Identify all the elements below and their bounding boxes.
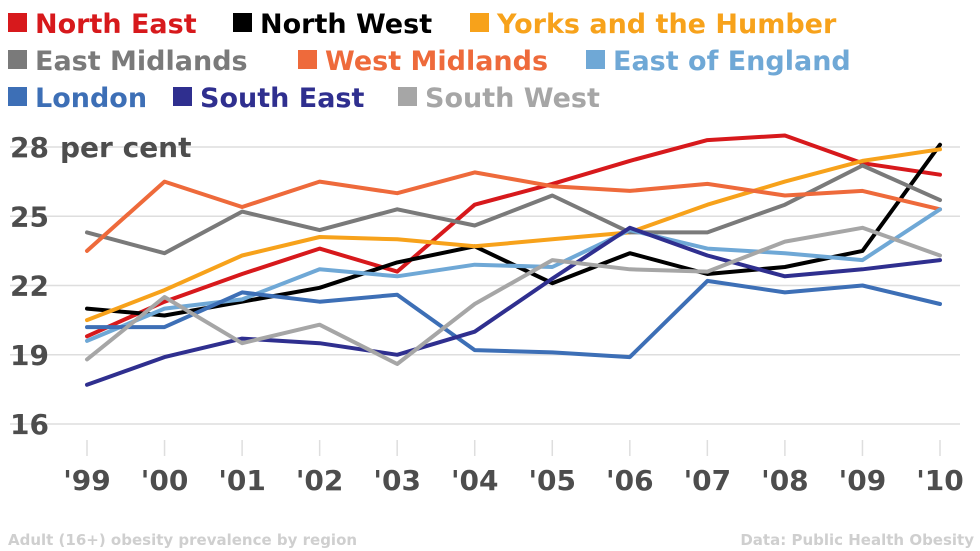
legend-label-north-east: North East	[35, 9, 197, 40]
y-axis-unit-label: per cent	[60, 131, 192, 164]
x-tick-label: '08	[761, 464, 809, 497]
series-lines	[85, 133, 942, 387]
legend-label-east-midlands: East Midlands	[35, 46, 248, 77]
x-axis: '99 '00 '01 '02 '03 '04 '05 '06 '07 '08 '09 '10	[63, 440, 964, 497]
series-line-north-east	[85, 133, 942, 339]
series-line-west-midlands	[85, 170, 942, 253]
legend-swatch-east-midlands	[8, 50, 27, 69]
series-line-south-west	[85, 225, 942, 366]
x-tick-label: '00	[141, 464, 189, 497]
legend-swatch-london	[8, 87, 27, 106]
legend-swatch-east-of-england	[586, 50, 605, 69]
y-tick-label: 22	[10, 270, 49, 303]
legend-label-south-west: South West	[425, 83, 600, 114]
x-tick-label: '99	[63, 464, 111, 497]
legend-swatch-yorks-and-the-humber	[470, 13, 489, 32]
y-tick-label: 28	[10, 131, 49, 164]
legend-swatch-north-west	[233, 13, 252, 32]
footer-caption: Adult (16+) obesity prevalence by region	[8, 531, 357, 549]
y-tick-label: 25	[10, 200, 49, 233]
x-tick-label: '07	[684, 464, 732, 497]
legend-label-north-west: North West	[260, 9, 432, 40]
series-line-east-of-england	[85, 207, 942, 343]
footer-source: Data: Public Health Obesity	[740, 531, 974, 549]
legend-label-east-of-england: East of England	[613, 46, 851, 77]
series-line-yorks-and-the-humber	[85, 147, 942, 323]
x-tick-label: '04	[451, 464, 499, 497]
x-tick-label: '03	[373, 464, 421, 497]
legend-swatch-south-west	[398, 87, 417, 106]
y-axis: 16 19 22 25 28 per cent	[10, 131, 192, 441]
legend-label-london: London	[35, 83, 147, 114]
series-line-south-east	[85, 225, 942, 387]
x-tick-label: '10	[916, 464, 964, 497]
x-tick-label: '05	[528, 464, 576, 497]
x-tick-label: '02	[296, 464, 344, 497]
y-tick-label: 19	[10, 339, 49, 372]
y-tick-label: 16	[10, 408, 49, 441]
legend-label-yorks-and-the-humber: Yorks and the Humber	[496, 9, 837, 40]
series-line-east-midlands	[85, 163, 942, 256]
legend-swatch-south-east	[173, 87, 192, 106]
legend-label-west-midlands: West Midlands	[325, 46, 548, 77]
legend: North East North West Yorks and the Humber…	[8, 9, 851, 114]
x-tick-label: '01	[218, 464, 266, 497]
x-tick-label: '09	[839, 464, 887, 497]
legend-swatch-west-midlands	[298, 50, 317, 69]
legend-label-south-east: South East	[200, 83, 364, 114]
x-tick-label: '06	[606, 464, 654, 497]
series-line-london	[85, 278, 942, 360]
legend-swatch-north-east	[8, 13, 27, 32]
